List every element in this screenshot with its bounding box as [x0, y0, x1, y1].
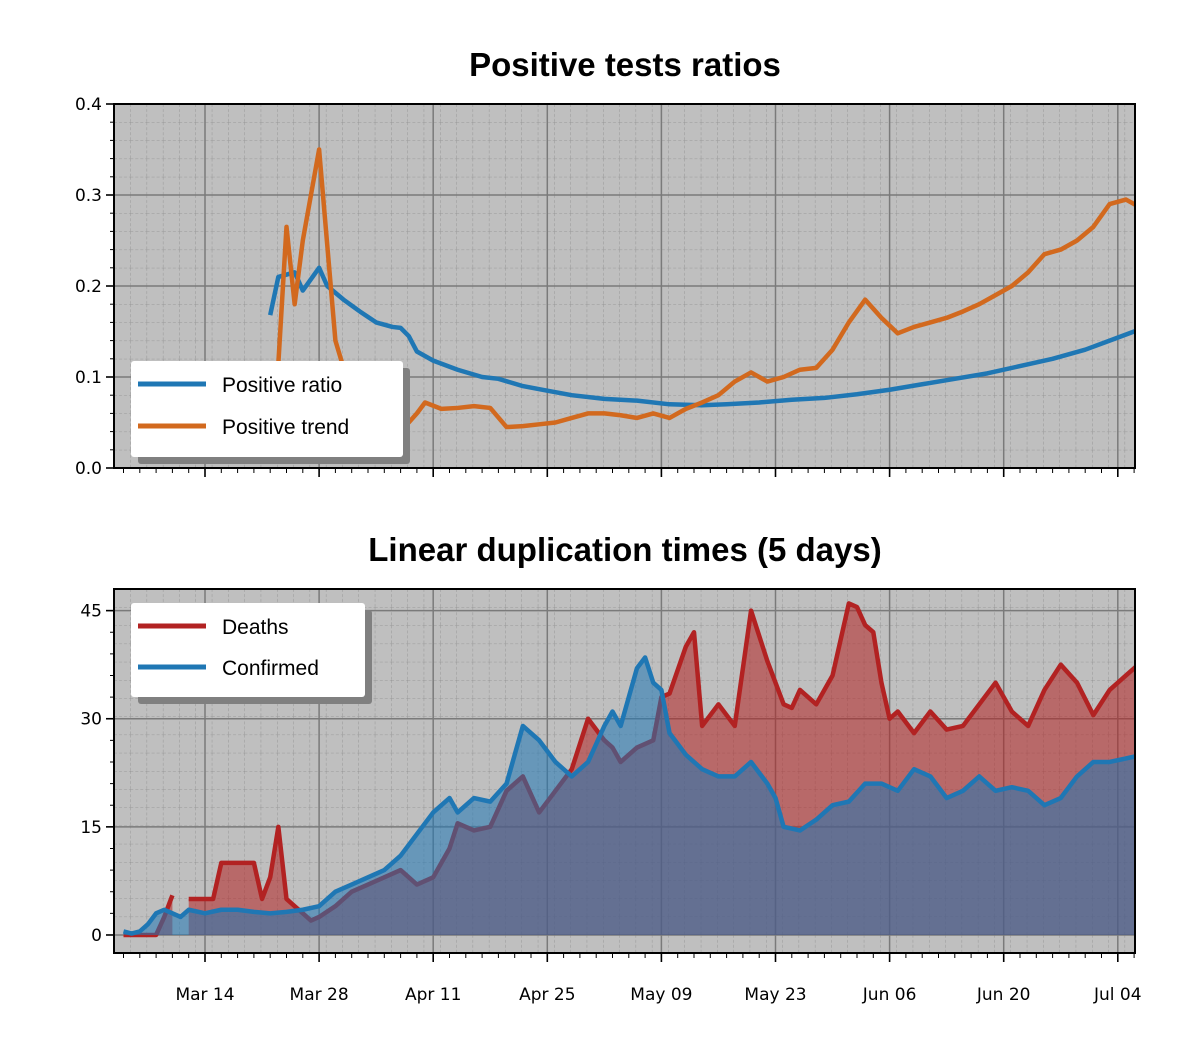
- x-tick-label: Jun 20: [976, 985, 1031, 1005]
- area-confirmed: [123, 657, 1135, 935]
- x-tick-label: Apr 11: [405, 985, 461, 1005]
- x-tick-label: May 23: [744, 985, 806, 1005]
- x-axis: [123, 468, 1135, 477]
- series-layer: [122, 601, 1135, 938]
- x-tick-label: Jun 06: [862, 985, 917, 1005]
- line-confirmed: [122, 655, 1135, 936]
- chart-title: Linear duplication times (5 days): [368, 531, 881, 568]
- y-axis: 0.0 0.1 0.2 0.3 0.4: [75, 95, 114, 479]
- plot-frame: [113, 588, 1136, 954]
- chart-duplication-times: Linear duplication times (5 days) 0 15 30 4…: [80, 531, 1142, 1005]
- y-tick-label: 0.2: [75, 277, 102, 297]
- x-tick-label: May 09: [630, 985, 692, 1005]
- x-tick-label: Mar 28: [290, 985, 349, 1005]
- x-tick-label: Apr 25: [519, 985, 575, 1005]
- y-tick-label: 0.1: [75, 368, 102, 388]
- y-tick-label: 0.4: [75, 95, 102, 115]
- plot-frame: [113, 103, 1136, 469]
- legend-label-positive-trend: Positive trend: [222, 416, 349, 439]
- y-tick-label: 30: [80, 710, 102, 730]
- x-tick-label: Mar 14: [175, 985, 234, 1005]
- y-tick-label: 15: [80, 818, 102, 838]
- x-tick-label: Jul 04: [1093, 985, 1142, 1005]
- chart-title: Positive tests ratios: [469, 46, 781, 83]
- y-tick-label: 0.3: [75, 186, 102, 206]
- y-tick-label: 0: [91, 926, 102, 946]
- legend-label-positive-ratio: Positive ratio: [222, 374, 342, 397]
- legend: Positive ratio Positive trend: [131, 361, 410, 464]
- legend: Deaths Confirmed: [131, 603, 372, 704]
- line-positive-ratio: [267, 265, 1135, 408]
- legend-label-confirmed: Confirmed: [222, 657, 319, 680]
- legend-label-deaths: Deaths: [222, 616, 289, 639]
- y-axis: 0 15 30 45: [80, 602, 114, 946]
- y-tick-label: 45: [80, 602, 102, 622]
- y-tick-label: 0.0: [75, 459, 102, 479]
- chart-positive-tests: Positive tests ratios 0.0 0.1 0.2 0.3 0.4 Po…: [75, 46, 1136, 479]
- x-axis: Mar 14 Mar 28 Apr 11 Apr 25 May 09 May 23 Jun …: [123, 953, 1142, 1005]
